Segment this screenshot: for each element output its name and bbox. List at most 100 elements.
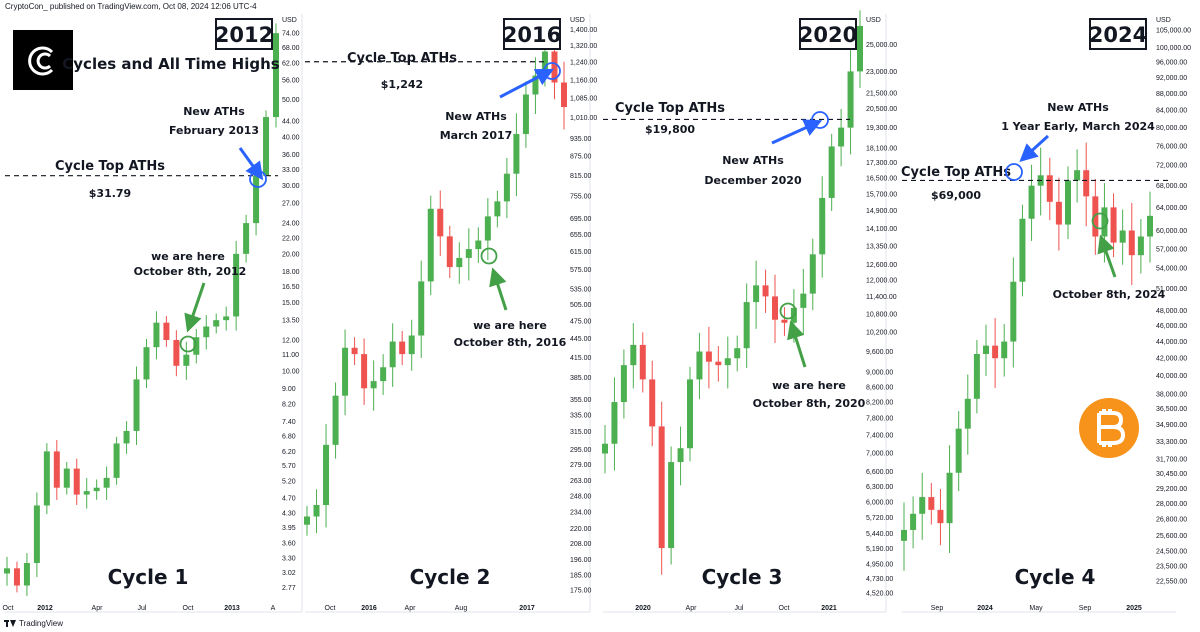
- candle-body: [1101, 207, 1108, 237]
- candle-body: [649, 379, 656, 427]
- year-badge: 2020: [799, 18, 857, 50]
- y-tick-label: 18.00: [282, 269, 300, 276]
- y-tick-label: 40.00: [282, 134, 300, 141]
- y-tick-label: 175.00: [570, 588, 592, 595]
- candle-body: [1074, 170, 1081, 181]
- candle-body: [541, 51, 548, 76]
- we-are-here-circle: [1091, 212, 1109, 230]
- candle-body: [847, 71, 854, 128]
- candle-body: [143, 347, 150, 380]
- y-tick-label: 14,900.00: [866, 208, 897, 215]
- x-tick-label: 2012: [37, 605, 53, 612]
- candle-body: [513, 134, 520, 174]
- we-are-here-circle: [179, 335, 197, 353]
- year-label: 2024: [1089, 23, 1147, 47]
- y-tick-label: 10,200.00: [866, 330, 897, 337]
- candle-body: [919, 497, 926, 514]
- candle-body: [561, 82, 567, 108]
- new-ath-date: 1 Year Early, March 2024: [1001, 120, 1155, 133]
- y-tick-label: 9.00: [282, 386, 296, 393]
- candle-body: [901, 529, 907, 541]
- candle-body: [1028, 185, 1035, 219]
- candle-body: [203, 326, 210, 338]
- candle-body: [123, 430, 130, 444]
- y-tick-label: 196.00: [570, 557, 592, 564]
- ath-title: Cycle Top ATHs: [55, 159, 165, 174]
- x-tick-label: Jul: [735, 605, 744, 612]
- we-are-here-date: October 8th, 2024: [1053, 288, 1166, 301]
- candle-body: [838, 127, 845, 147]
- y-tick-label: 50.00: [282, 97, 300, 104]
- candle-body: [380, 367, 387, 382]
- x-tick-label: 2016: [361, 605, 377, 612]
- candle-body: [342, 347, 349, 396]
- y-tick-label: 505.00: [570, 302, 592, 309]
- candle-body: [677, 448, 684, 463]
- we-are-here-label: we are here: [772, 379, 846, 392]
- candle-body: [484, 216, 491, 241]
- candle-body: [193, 337, 200, 355]
- we-are-here-date: October 8th, 2020: [753, 397, 866, 410]
- y-tick-label: 12,600.00: [866, 262, 897, 269]
- candle-body: [399, 341, 406, 355]
- y-tick-label: 44.00: [282, 118, 300, 125]
- y-tick-label: 23,000.00: [866, 69, 897, 76]
- y-tick-label: 40,000.00: [1156, 373, 1187, 380]
- ath-break-circle: [1005, 163, 1023, 181]
- candle-body: [223, 316, 230, 321]
- y-tick-label: 68,000.00: [1156, 183, 1187, 190]
- y-tick-label: 19,300.00: [866, 125, 897, 132]
- new-ath-title: New ATHs: [722, 154, 784, 167]
- candle-body: [973, 353, 980, 399]
- candle-body: [772, 296, 778, 320]
- x-tick-label: Sep: [1079, 605, 1092, 612]
- y-tick-label: 12.00: [282, 338, 300, 345]
- y-tick-label: 1,400.00: [570, 27, 597, 34]
- candle-body: [857, 25, 863, 72]
- candle-body: [800, 293, 807, 308]
- y-tick-label: 72,000.00: [1156, 163, 1187, 170]
- candle-body: [370, 381, 377, 389]
- y-tick-label: 62.00: [282, 60, 300, 67]
- tradingview-footer[interactable]: TradingView: [4, 619, 63, 628]
- y-tick-label: 6.20: [282, 449, 296, 456]
- y-tick-label: 335.00: [570, 413, 592, 420]
- y-tick-label: 355.00: [570, 397, 592, 404]
- we-are-here-arrow: [489, 267, 508, 311]
- y-tick-label: 1,240.00: [570, 60, 597, 67]
- y-tick-label: 1,320.00: [570, 43, 597, 50]
- candle-body: [1046, 175, 1053, 202]
- we-are-here-arrow: [184, 282, 206, 333]
- x-tick-label: Sep: [931, 605, 944, 612]
- ath-break-circle: [249, 170, 267, 188]
- y-tick-label: 33,300.00: [1156, 439, 1187, 446]
- axis-unit-label: USD: [282, 17, 297, 24]
- y-tick-label: 315.00: [570, 429, 592, 436]
- footer-label: TradingView: [19, 619, 64, 628]
- y-tick-label: 8.20: [282, 402, 296, 409]
- y-tick-label: 5,190.00: [866, 546, 893, 553]
- candle-body: [465, 249, 472, 258]
- candle-body: [828, 146, 835, 198]
- y-tick-label: 3.30: [282, 555, 296, 562]
- y-tick-label: 14,100.00: [866, 226, 897, 233]
- we-are-here-date: October 8th, 2016: [454, 336, 567, 349]
- y-tick-label: 18,100.00: [866, 146, 897, 153]
- candle-body: [928, 497, 935, 510]
- y-tick-label: 20,500.00: [866, 106, 897, 113]
- y-tick-label: 80,000.00: [1156, 125, 1187, 132]
- y-tick-label: 96,000.00: [1156, 60, 1187, 67]
- candle-body: [1110, 207, 1117, 243]
- candle-body: [183, 354, 190, 366]
- x-tick-label: A: [271, 605, 276, 612]
- y-tick-label: 25,600.00: [1156, 533, 1187, 540]
- candle-body: [1010, 281, 1017, 342]
- y-tick-label: 1,085.00: [570, 96, 597, 103]
- candle-body: [456, 257, 463, 268]
- candle-body: [743, 302, 750, 349]
- new-ath-title: New ATHs: [1047, 101, 1109, 114]
- axis-unit-label: USD: [570, 17, 585, 24]
- candle-body: [33, 505, 40, 563]
- y-tick-label: 64,000.00: [1156, 205, 1187, 212]
- candle-body: [1001, 341, 1008, 359]
